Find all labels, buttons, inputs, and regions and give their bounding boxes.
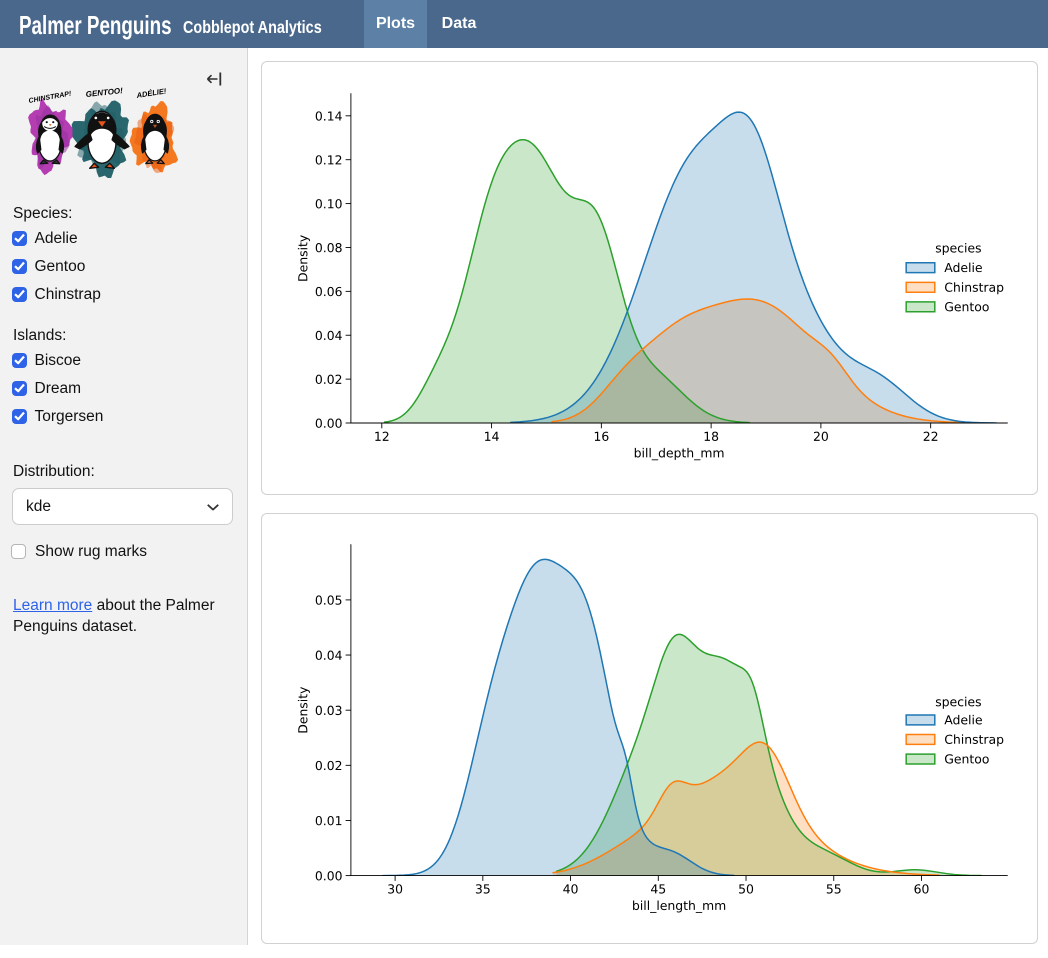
svg-text:ADÉLIE!: ADÉLIE! — [135, 86, 168, 100]
svg-text:CHINSTRAP!: CHINSTRAP! — [28, 90, 72, 105]
svg-text:GENTOO!: GENTOO! — [85, 86, 123, 99]
